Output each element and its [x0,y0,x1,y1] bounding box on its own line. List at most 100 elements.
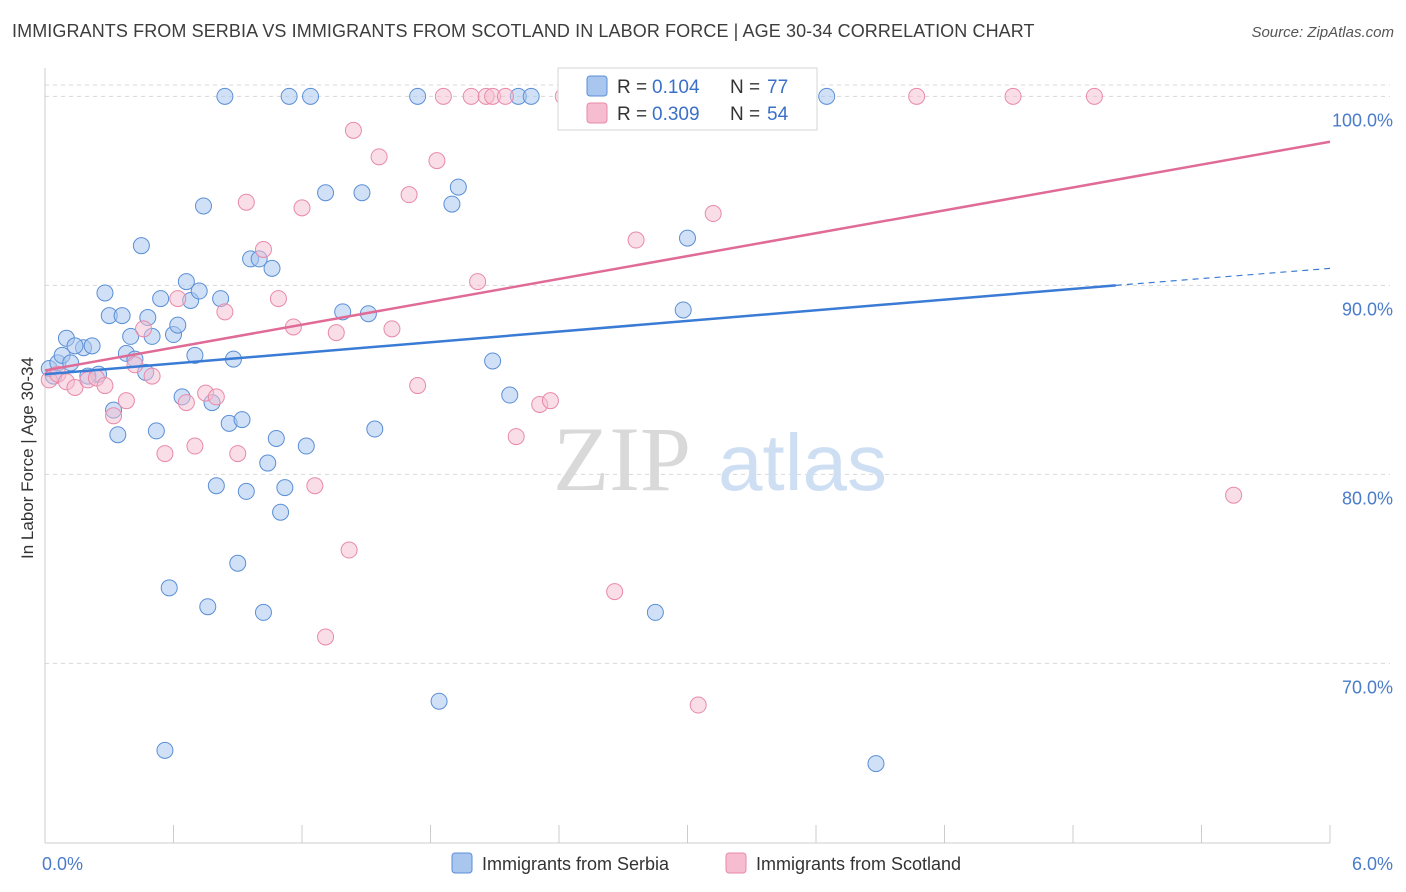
scotland-point [469,273,487,291]
watermark-zip: ZIP [553,408,691,510]
serbia-point [229,554,247,572]
serbia-point [272,503,290,521]
serbia-point [280,87,298,105]
serbia-r-label: R = [617,77,647,98]
serbia-point [152,290,170,308]
serbia-point [646,603,664,621]
scotland-r-label: R = [617,104,647,125]
scotland-point [689,696,707,714]
serbia-point [156,741,174,759]
serbia-point [66,337,84,355]
y-tick-label: 80.0% [1342,488,1393,508]
serbia-point [169,316,187,334]
tick-labels: 100.0% 90.0% 80.0% 70.0% 0.0% 6.0% [42,110,1393,874]
serbia-trend-extension [1115,267,1331,286]
scotland-point [105,407,123,425]
scotland-r-value: 0.309 [652,104,700,125]
serbia-point [122,327,140,345]
scotland-point [177,394,195,412]
serbia-point [818,87,836,105]
serbia-point [199,598,217,616]
scotland-point [428,152,446,170]
stats-legend: R = 0.104 N = 77 R = 0.309 N = 54 [557,67,818,131]
scotland-point [135,320,153,338]
scotland-point [1225,486,1243,504]
scotland-point [400,186,418,204]
scotland-point [207,388,225,406]
scotland-point [66,378,84,396]
scotland-legend-label: Immigrants from Scotland [756,854,961,874]
serbia-point [62,354,80,372]
y-tick-label: 90.0% [1342,299,1393,319]
scotland-point [186,437,204,455]
scotland-point [370,148,388,166]
y-tick-label: 70.0% [1342,677,1393,697]
serbia-point [194,197,212,215]
serbia-point [207,477,225,495]
serbia-point [276,479,294,497]
watermark: ZIP atlas [553,408,887,510]
scotland-point [317,628,335,646]
scotland-point [434,87,452,105]
serbia-point [297,437,315,455]
source-credit: Source: ZipAtlas.com [1251,24,1394,41]
serbia-point [366,420,384,438]
scotland-point [541,392,559,410]
serbia-point [190,282,208,300]
scotland-point [344,121,362,139]
serbia-point [449,178,467,196]
series-scotland [40,87,1243,714]
scotland-point [269,290,287,308]
scotland-point [908,87,926,105]
scotland-n-label: N = [730,104,760,125]
serbia-point [267,429,285,447]
serbia-point [237,482,255,500]
serbia-point [216,87,234,105]
serbia-legend-label: Immigrants from Serbia [482,854,670,874]
serbia-point [443,195,461,213]
serbia-point [132,237,150,255]
serbia-n-label: N = [730,77,760,98]
grid-lines [45,84,1390,664]
serbia-point [263,259,281,277]
scotland-legend-swatch [586,102,608,124]
scotland-point [462,87,480,105]
serbia-point [147,422,165,440]
watermark-atlas: atlas [718,418,887,507]
scotland-point [96,377,114,395]
scotland-point [169,290,187,308]
scotland-point [216,303,234,321]
serbia-point [302,87,320,105]
scotland-point [340,541,358,559]
x-tick-label: 6.0% [1352,854,1393,874]
serbia-point [522,87,540,105]
serbia-point [430,692,448,710]
serbia-point [679,229,696,247]
scotland-point [327,324,345,342]
scotland-point [293,199,311,217]
serbia-point [109,426,127,444]
x-tick-label: 0.0% [42,854,83,874]
serbia-point [96,284,114,302]
scotland-point [627,231,645,249]
serbia-bottom-swatch [451,852,473,874]
serbia-point [186,346,204,364]
serbia-point [674,301,692,319]
serbia-point [83,337,101,355]
serbia-point [409,87,427,105]
serbia-point [353,184,371,202]
serbia-trend-line [44,284,1116,376]
scotland-point [1004,87,1022,105]
scotland-trend-line [44,140,1331,372]
scotland-point [383,320,401,338]
serbia-point [484,352,502,370]
serbia-r-value: 0.104 [652,77,700,98]
serbia-legend-swatch [586,75,608,97]
serbia-point [254,603,272,621]
serbia-n-value: 77 [767,77,788,98]
scotland-point [143,367,161,385]
scotland-bottom-swatch [725,852,747,874]
serbia-point [259,454,277,472]
serbia-point [501,386,519,404]
trend-lines [44,140,1331,376]
